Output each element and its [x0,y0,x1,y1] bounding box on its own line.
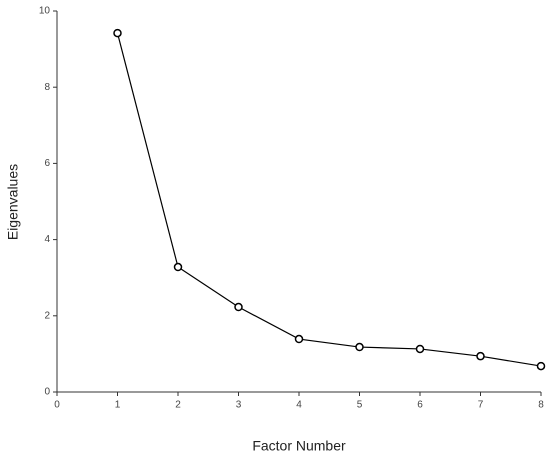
x-tick-label: 8 [538,400,544,411]
x-tick-label: 6 [417,400,423,411]
point [476,351,485,361]
line [116,32,542,367]
point [294,334,304,344]
y-tick-label: 8 [44,82,50,93]
y-tick-label: 4 [44,234,50,245]
x-tick-label: 2 [175,400,181,411]
y-tick-label: 0 [44,387,50,398]
point [234,302,243,312]
x-axis-label: Factor Number [252,438,346,454]
y-tick-label: 6 [44,158,50,169]
y-tick-label: 10 [39,6,51,17]
y-tick-label: 2 [44,310,50,321]
y-axis-label: Eigenvalues [5,164,21,240]
x-tick-label: 7 [478,400,484,411]
point [113,28,122,38]
x-tick-label: 0 [54,400,60,411]
x-tick-label: 1 [115,400,121,411]
x-tick-label: 4 [296,400,302,411]
x-tick-label: 5 [357,400,363,411]
point [355,342,364,352]
x-tick-label: 3 [236,400,242,411]
point [415,344,425,354]
point [536,361,546,371]
point [173,262,183,272]
